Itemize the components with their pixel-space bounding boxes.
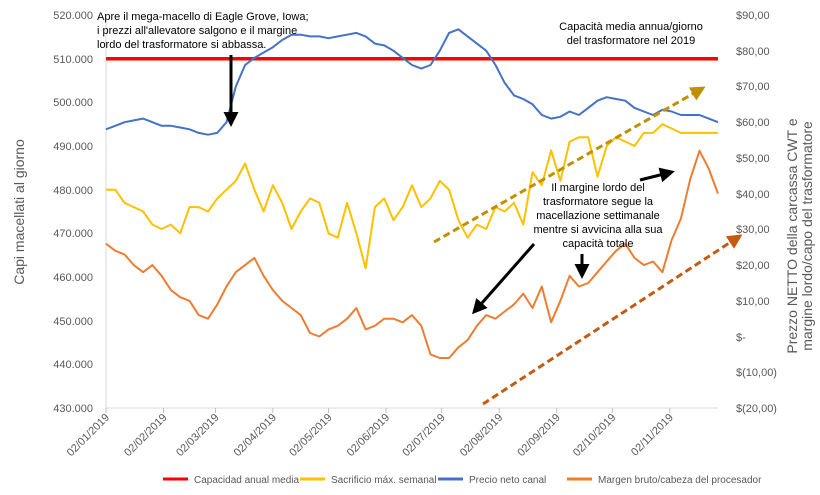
legend-label: Margen bruto/cabeza del procesador	[598, 475, 762, 486]
left-tick-label: 500.000	[53, 97, 93, 109]
x-axis-ticks: 02/01/2019 02/02/2019 02/03/2019 02/04/2019…	[65, 408, 676, 459]
annotation-line: Capacità media annua/giorno	[559, 21, 703, 33]
left-tick-label: 490.000	[53, 141, 93, 153]
annotation-line: Il margine lordo del	[551, 182, 645, 194]
x-tick-label: 02/03/2019	[174, 412, 221, 459]
annotation-eagle-grove: Apre il mega-macello di Eagle Grove, Iow…	[97, 11, 309, 51]
annotation-line: Apre il mega-macello di Eagle Grove, Iow…	[97, 11, 309, 23]
trend-arrow-orange	[482, 234, 743, 406]
right-tick-label: $(20,00)	[736, 403, 777, 415]
left-tick-label: 450.000	[53, 316, 93, 328]
right-tick-label: $20,00	[736, 260, 770, 272]
right-tick-label: $50,00	[736, 153, 770, 165]
series-line-margen-bruto	[105, 149, 719, 359]
x-tick-label: 02/05/2019	[287, 412, 334, 459]
right-tick-label: $70,00	[736, 81, 770, 93]
right-axis-ticks: $(20,00) $(10,00) $- $10,00 $20,00 $30,0…	[736, 10, 777, 415]
right-axis-title-line1: Prezzo NETTO della carcassa CWT e	[784, 118, 800, 353]
annotation-capacity: Capacità media annua/giorno del trasform…	[559, 21, 703, 47]
right-tick-label: $40,00	[736, 189, 770, 201]
annotation-line: i prezzi all'allevatore salgono e il mar…	[97, 25, 297, 37]
annotation-margin: Il margine lordo del trasformatore segue…	[533, 182, 663, 250]
x-tick-label: 02/09/2019	[515, 412, 562, 459]
x-tick-label: 02/04/2019	[232, 412, 279, 459]
right-tick-label: $90,00	[736, 10, 770, 22]
annotation-arrow-margin-low	[472, 243, 536, 315]
annotation-line: trasformatore segue la	[543, 196, 654, 208]
left-axis-ticks: 430.000 440.000 450.000 460.000 470.000 …	[53, 10, 93, 415]
legend-label: Precio neto canal	[469, 475, 546, 486]
right-tick-label: $10,00	[736, 296, 770, 308]
series-line-precio-neto-canal	[105, 28, 719, 136]
right-tick-label: $80,00	[736, 46, 770, 58]
annotation-line: del trasformatore nel 2019	[567, 35, 695, 47]
annotation-line: macellazione settimanale	[536, 210, 660, 222]
x-tick-label: 02/10/2019	[571, 412, 618, 459]
legend-label: Sacrificio máx. semanal	[331, 475, 437, 486]
x-tick-label: 02/07/2019	[400, 412, 447, 459]
right-tick-label: $(10,00)	[736, 367, 777, 379]
x-tick-label: 02/06/2019	[345, 412, 392, 459]
left-tick-label: 470.000	[53, 228, 93, 240]
annotation-line: mentre si avvicina alla sua	[533, 224, 663, 236]
left-tick-label: 430.000	[53, 403, 93, 415]
annotation-line: lordo del trasformatore si abbassa.	[97, 39, 266, 51]
left-tick-label: 520.000	[53, 10, 93, 22]
right-axis-title-line2: margine lordo/capo del trasformatore	[799, 121, 815, 351]
legend-label: Capacidad anual media	[194, 475, 300, 486]
annotation-arrow-margin-high	[639, 167, 675, 183]
left-tick-label: 460.000	[53, 272, 93, 284]
x-tick-label: 02/01/2019	[65, 412, 112, 459]
annotation-line: capacità totale	[563, 238, 634, 250]
right-tick-label: $30,00	[736, 224, 770, 236]
left-tick-label: 480.000	[53, 185, 93, 197]
x-tick-label: 02/08/2019	[458, 412, 505, 459]
left-tick-label: 440.000	[53, 359, 93, 371]
right-tick-label: $-	[736, 332, 746, 344]
left-tick-label: 510.000	[53, 54, 93, 66]
legend: Capacidad anual media Sacrificio máx. se…	[163, 475, 762, 486]
left-axis-title: Capi macellati al giorno	[11, 139, 27, 285]
x-tick-label: 02/11/2019	[629, 412, 676, 459]
trend-arrow-gold	[433, 86, 706, 244]
x-tick-label: 02/02/2019	[122, 412, 169, 459]
right-tick-label: $60,00	[736, 117, 770, 129]
